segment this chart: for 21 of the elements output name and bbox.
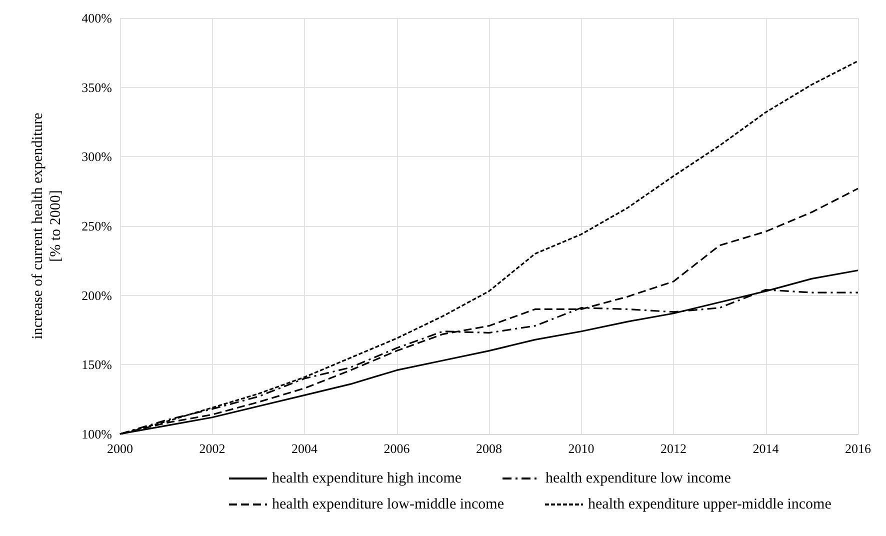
y-tick-label: 150% [82, 357, 112, 372]
y-tick-label: 100% [82, 426, 112, 442]
x-tick-label: 2012 [660, 441, 686, 456]
legend-label: health expenditure upper-middle income [588, 496, 832, 512]
y-tick-label: 400% [82, 10, 112, 26]
legend-label: health expenditure low-middle income [272, 496, 504, 512]
x-tick-label: 2002 [199, 441, 226, 456]
x-tick-label: 2004 [292, 441, 318, 456]
y-tick-label: 250% [82, 218, 112, 234]
legend-label: health expenditure low income [546, 470, 732, 486]
x-tick-label: 2006 [384, 441, 410, 456]
x-tick-label: 2016 [845, 441, 872, 456]
y-axis-title: increase of current health expenditure [% to 2000] [30, 112, 64, 340]
legend-label: health expenditure high income [272, 470, 462, 486]
y-tick-label: 200% [82, 288, 112, 303]
x-tick-label: 2010 [568, 441, 594, 456]
y-tick-label: 350% [82, 80, 112, 95]
y-tick-label: 300% [82, 149, 112, 164]
x-tick-label: 2008 [476, 441, 502, 456]
x-tick-label: 2014 [752, 441, 780, 456]
x-tick-label: 2000 [107, 441, 133, 456]
